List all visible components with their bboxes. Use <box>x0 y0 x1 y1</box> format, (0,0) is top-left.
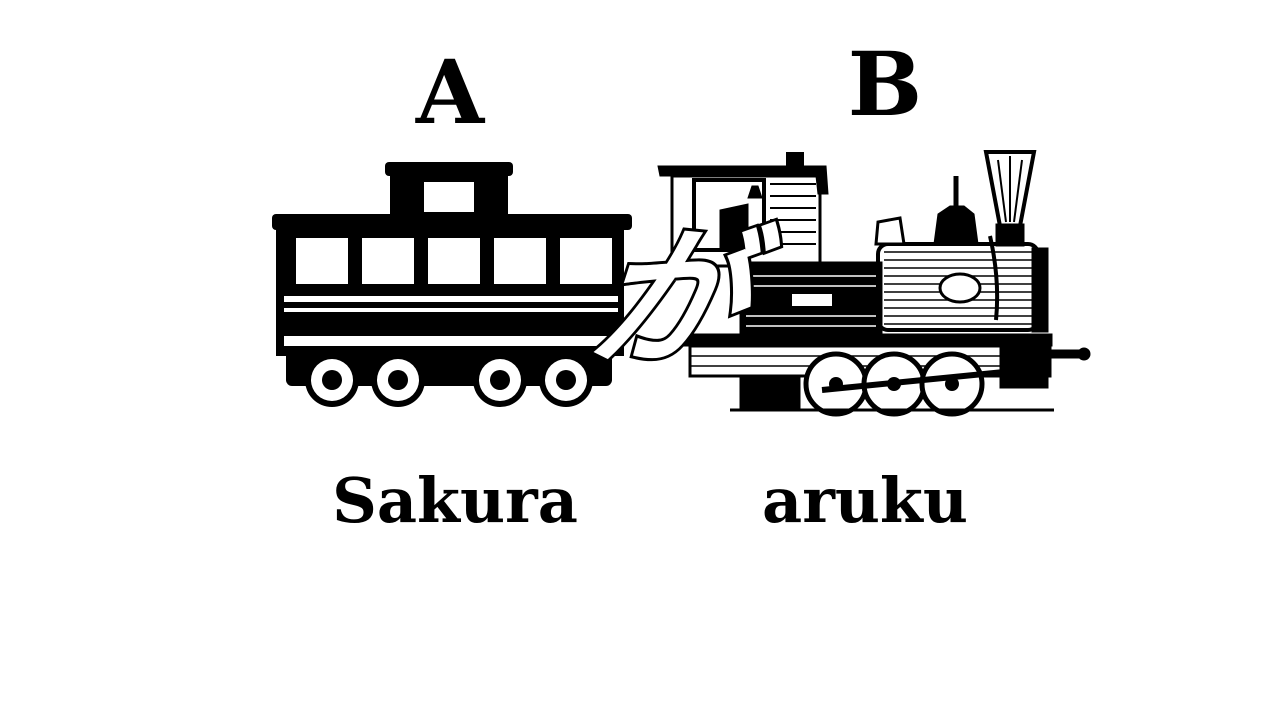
steam-locomotive <box>657 150 1091 417</box>
passenger-car <box>272 162 632 407</box>
car-wheel <box>371 353 425 407</box>
loco-wheel <box>919 351 985 417</box>
label-a: A <box>415 40 485 144</box>
car-wheel <box>539 353 593 407</box>
label-b: B <box>847 32 923 136</box>
word-b: aruku <box>762 464 968 537</box>
car-wheel <box>305 353 359 407</box>
car-wheel <box>473 353 527 407</box>
particle-ga: が <box>577 210 764 390</box>
word-a: Sakura <box>332 464 578 537</box>
